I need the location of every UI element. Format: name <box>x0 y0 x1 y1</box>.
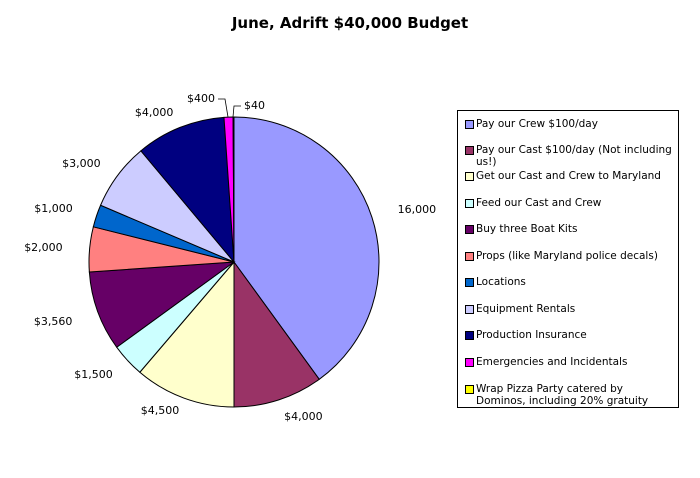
legend-swatch <box>465 199 474 208</box>
slice-value-label: $4,000 <box>135 106 174 119</box>
chart-title: June, Adrift $40,000 Budget <box>231 14 469 32</box>
legend-label: Equipment Rentals <box>476 303 576 315</box>
slice-value-label: $1,500 <box>74 368 113 381</box>
slice-value-label: $3,000 <box>62 157 101 170</box>
pie-slice <box>140 116 235 264</box>
legend-swatch <box>465 252 474 261</box>
legend-label: Pay our Crew $100/day <box>476 118 598 130</box>
legend-item: Production Insurance <box>465 329 675 341</box>
slice-value-label: $4,500 <box>141 404 180 417</box>
slice-value-label: 16,000 <box>398 203 437 216</box>
legend-label: Wrap Pizza Party catered by Dominos, inc… <box>476 383 649 407</box>
legend-label: Props (like Maryland police decals) <box>476 250 658 262</box>
legend-label: Get our Cast and Crew to Maryland <box>476 170 661 182</box>
legend-item: Equipment Rentals <box>465 303 675 315</box>
legend-item: Pay our Crew $100/day <box>465 118 675 130</box>
legend-item: Props (like Maryland police decals) <box>465 250 675 262</box>
legend-swatch <box>465 305 474 314</box>
slice-value-label: $3,560 <box>34 315 73 328</box>
slice-value-label: $1,000 <box>34 202 73 215</box>
legend-item: Emergencies and Incidentals <box>465 356 675 368</box>
legend-label: Pay our Cast $100/day (Not including us!… <box>476 144 672 168</box>
legend-swatch <box>465 225 474 234</box>
legend-label: Feed our Cast and Crew <box>476 197 602 209</box>
pie-slice <box>233 116 380 381</box>
legend-swatch <box>465 385 474 394</box>
legend-item: Feed our Cast and Crew <box>465 197 675 209</box>
slice-value-label: $400 <box>187 92 215 105</box>
pie-slice <box>233 260 320 408</box>
legend-label: Buy three Boat Kits <box>476 223 578 235</box>
legend-swatch <box>465 120 474 129</box>
leader-line <box>218 98 229 118</box>
legend-swatch <box>465 331 474 340</box>
leader-line <box>232 105 241 118</box>
legend: Pay our Crew $100/day Pay our Cast $100/d… <box>457 110 679 408</box>
slice-value-label: $2,000 <box>24 241 63 254</box>
legend-label: Emergencies and Incidentals <box>476 356 628 368</box>
legend-swatch <box>465 146 474 155</box>
legend-swatch <box>465 172 474 181</box>
pie-slice <box>139 260 235 408</box>
legend-item: Buy three Boat Kits <box>465 223 675 235</box>
legend-item: Locations <box>465 276 675 288</box>
legend-item: Wrap Pizza Party catered by Dominos, inc… <box>465 383 675 407</box>
slice-value-label: $40 <box>244 99 265 112</box>
legend-swatch <box>465 358 474 367</box>
legend-label: Locations <box>476 276 526 288</box>
pie-slice <box>88 261 236 348</box>
legend-label: Production Insurance <box>476 329 587 341</box>
slice-value-label: $4,000 <box>284 410 323 423</box>
legend-item: Pay our Cast $100/day (Not including us!… <box>465 144 675 168</box>
legend-swatch <box>465 278 474 287</box>
legend-item: Get our Cast and Crew to Maryland <box>465 170 675 182</box>
